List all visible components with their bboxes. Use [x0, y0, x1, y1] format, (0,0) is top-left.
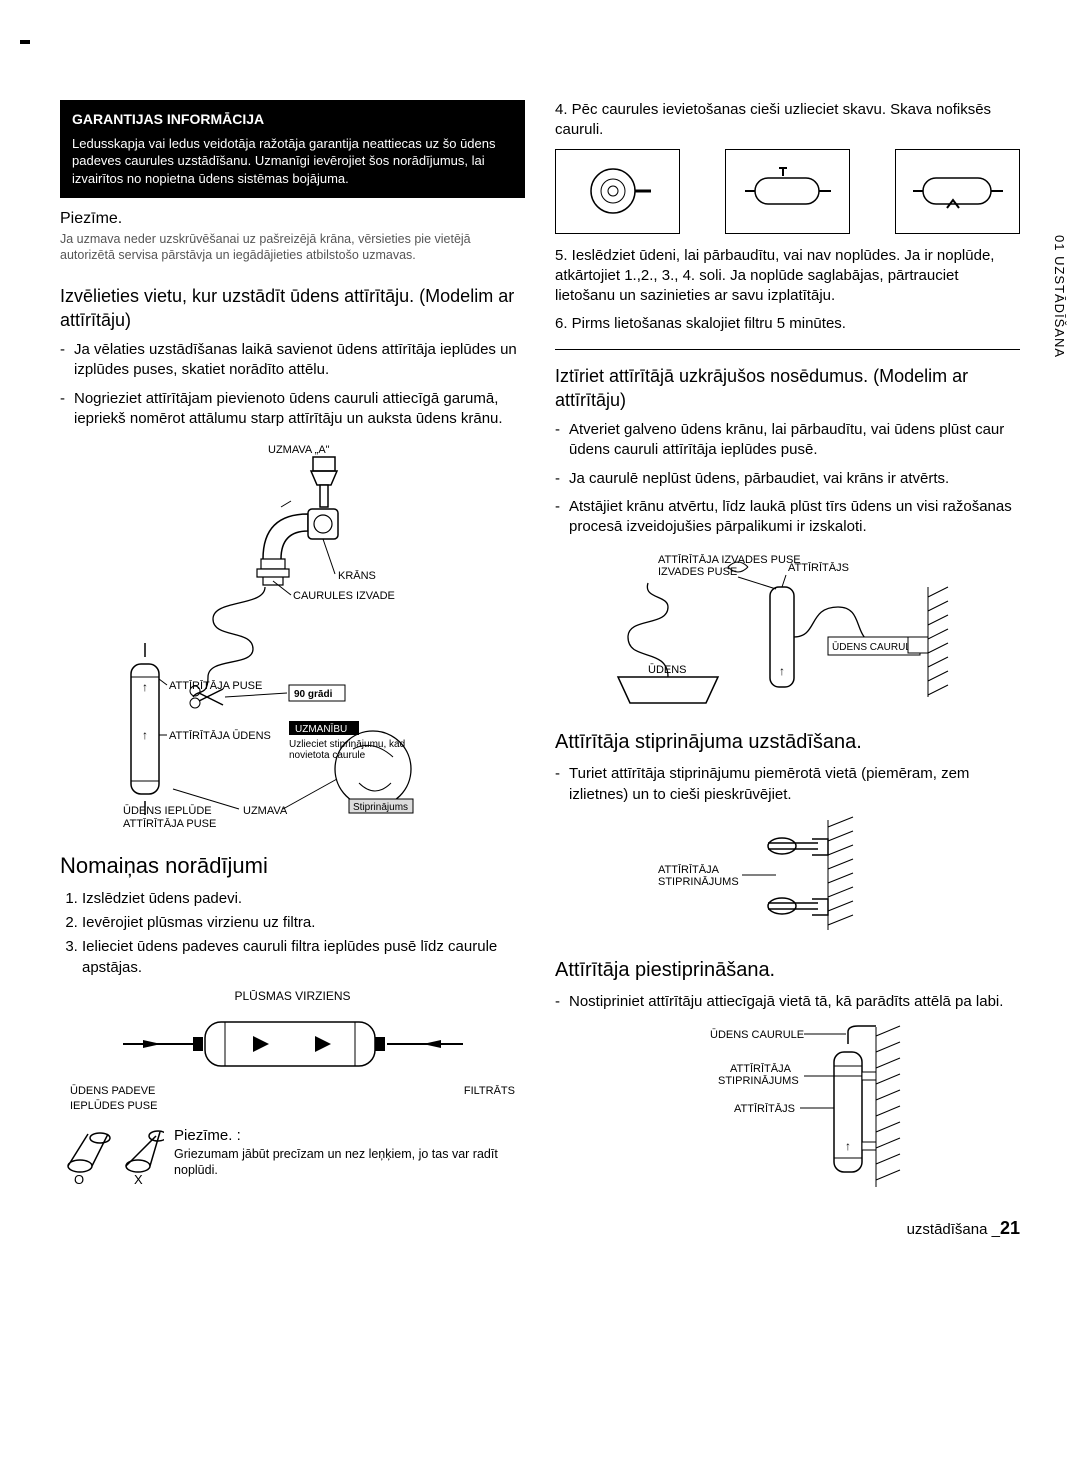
right-heading-2: Attīrītāja stiprinājuma uzstādīšana.: [555, 729, 1020, 756]
svg-text:↑: ↑: [845, 1139, 851, 1153]
separator: [555, 349, 1020, 350]
figure-filter-install: UZMAVA „A" KRĀNS CAURULES IZVADE: [60, 439, 525, 829]
note1-body: Ja uzmava neder uzskrūvēšanai uz pašreiz…: [60, 231, 525, 264]
figure-bracket: ATTĪRĪTĀJA STIPRINĀJUMS: [555, 815, 1020, 935]
list-item: Atveriet galveno ūdens krānu, lai pārbau…: [569, 420, 1020, 461]
left-list: Ja vēlaties uzstādīšanas laikā savienot …: [60, 340, 525, 429]
figure-flow: PLŪSMAS VIRZIENS ŪDENS PADEVE IEPLŪDES P…: [60, 988, 525, 1114]
footer-text: uzstādīšana _: [907, 1221, 1000, 1238]
warranty-box: GARANTIJAS INFORMĀCIJA Ledusskapja vai l…: [60, 100, 525, 198]
label-udens-padeve: ŪDENS PADEVE: [70, 1084, 157, 1099]
list-item: Turiet attīrītāja stiprinājumu piemērotā…: [569, 764, 1020, 805]
figure-flush: ATTĪRĪTĀJA IZVADES PUSE IZVADES PUSE ATT…: [555, 547, 1020, 707]
right-text-3: Nostipriniet attīrītāju attiecīgajā viet…: [555, 992, 1020, 1012]
list-item: Ielieciet ūdens padeves cauruli filtra i…: [82, 937, 525, 978]
label-caurules-izvade: CAURULES IZVADE: [293, 590, 395, 602]
replace-heading: Nomaiņas norādījumi: [60, 851, 525, 881]
svg-text:STIPRINĀJUMS: STIPRINĀJUMS: [658, 876, 739, 888]
clamp-fig-2: [725, 149, 850, 234]
svg-text:STIPRINĀJUMS: STIPRINĀJUMS: [718, 1075, 799, 1087]
list-item: Nogrieziet attīrītājam pievienoto ūdens …: [74, 389, 525, 430]
list-item: Izslēdziet ūdens padevi.: [82, 889, 525, 909]
warranty-title: GARANTIJAS INFORMĀCIJA: [72, 110, 513, 129]
crop-mark: [20, 40, 30, 44]
side-tab-label: 01 UZSTĀDĪŠANA: [1052, 235, 1067, 358]
label-attiritajs: ATTĪRĪTĀJS: [788, 562, 849, 574]
cut-note: O X Piezīme. : Griezumam jābūt precīzam …: [60, 1126, 525, 1186]
left-heading: Izvēlieties vietu, kur uzstādīt ūdens at…: [60, 284, 525, 333]
label-stiprinajums: Stiprinājums: [353, 802, 408, 813]
cut-note-icons: O X: [60, 1126, 164, 1186]
right-text-2: Turiet attīrītāja stiprinājumu piemērotā…: [555, 764, 1020, 805]
label-udens-ieplude: ŪDENS IEPLŪDE: [123, 805, 212, 817]
label-purifier-side2: ATTĪRĪTĀJA PUSE: [123, 818, 216, 829]
right-heading-3: Attīrītāja piestiprināšana.: [555, 957, 1020, 984]
label-f5-caurule: ŪDENS CAURULE: [710, 1029, 804, 1041]
svg-text:IZVADES PUSE: IZVADES PUSE: [658, 566, 737, 578]
list-item: Atstājiet krānu atvērtu, līdz laukā plūs…: [569, 497, 1020, 538]
right-heading-1: Iztīriet attīrītājā uzkrājušos nosēdumus…: [555, 364, 1020, 413]
page: 01 UZSTĀDĪŠANA GARANTIJAS INFORMĀCIJA Le…: [60, 100, 1020, 1240]
label-izvades: ATTĪRĪTĀJA IZVADES PUSE: [658, 554, 801, 566]
step-4: 4. Pēc caurules ievietošanas cieši uzlie…: [555, 100, 1020, 141]
label-purifier-side: ATTĪRĪTĀJA PUSE: [169, 680, 262, 692]
note1-label: Piezīme.: [60, 208, 525, 230]
label-uzmava: UZMAVA: [243, 805, 288, 817]
svg-text:ATTĪRĪTĀJA: ATTĪRĪTĀJA: [730, 1063, 792, 1075]
step-5: 5. Ieslēdziet ūdeni, lai pārbaudītu, vai…: [555, 246, 1020, 307]
list-item: Ja caurulē neplūst ūdens, pārbaudiet, va…: [569, 469, 1020, 489]
right-list-1: Atveriet galveno ūdens krānu, lai pārbau…: [555, 420, 1020, 537]
label-purifier-water: ATTĪRĪTĀJA ŪDENS: [169, 730, 271, 742]
step-6: 6. Pirms lietošanas skalojiet filtru 5 m…: [555, 314, 1020, 334]
label-krans: KRĀNS: [338, 570, 376, 582]
label-filtrats: FILTRĀTS: [464, 1084, 515, 1114]
svg-text:↑: ↑: [779, 664, 785, 678]
svg-text:X: X: [134, 1172, 143, 1186]
svg-text:novietota caurule: novietota caurule: [289, 750, 366, 761]
side-tab: 01 UZSTĀDĪŠANA: [1050, 235, 1068, 358]
right-column: 4. Pēc caurules ievietošanas cieši uzlie…: [555, 100, 1020, 1240]
list-item: Ja vēlaties uzstādīšanas laikā savienot …: [74, 340, 525, 381]
svg-text:O: O: [74, 1172, 84, 1186]
figure-attach: ↑ ŪDENS CAURULE ATTĪRĪTĀJA STIPRINĀJUMS …: [555, 1022, 1020, 1192]
list-item: Ievērojiet plūsmas virzienu uz filtra.: [82, 913, 525, 933]
label-f5-attiritajs: ATTĪRĪTĀJS: [734, 1103, 795, 1115]
clamp-figures: [555, 149, 1020, 234]
clamp-fig-1: [555, 149, 680, 234]
label-udens-caurule: ŪDENS CAURULE: [832, 641, 918, 653]
warranty-body: Ledusskapja vai ledus veidotāja ražotāja…: [72, 135, 513, 188]
note2-body: Griezumam jābūt precīzam un nez leņķiem,…: [174, 1146, 525, 1179]
left-column: GARANTIJAS INFORMĀCIJA Ledusskapja vai l…: [60, 100, 525, 1240]
list-item: Nostipriniet attīrītāju attiecīgajā viet…: [569, 992, 1020, 1012]
note2-label: Piezīme. :: [174, 1126, 525, 1146]
svg-text:↑: ↑: [142, 680, 148, 694]
label-uzmanibu: UZMANĪBU: [295, 723, 347, 735]
label-uzmava-a: UZMAVA „A": [268, 444, 330, 456]
page-footer: uzstādīšana _21: [555, 1216, 1020, 1240]
label-90-gradi: 90 grādi: [294, 689, 333, 700]
replace-list: Izslēdziet ūdens padevi. Ievērojiet plūs…: [60, 889, 525, 978]
footer-page-num: 21: [1000, 1218, 1020, 1238]
svg-text:↑: ↑: [142, 728, 148, 742]
clamp-fig-3: [895, 149, 1020, 234]
label-plusmas: PLŪSMAS VIRZIENS: [60, 988, 525, 1004]
label-iepludes: IEPLŪDES PUSE: [70, 1099, 157, 1114]
label-udens: ŪDENS: [648, 664, 687, 676]
label-bracket: ATTĪRĪTĀJA: [658, 864, 720, 876]
